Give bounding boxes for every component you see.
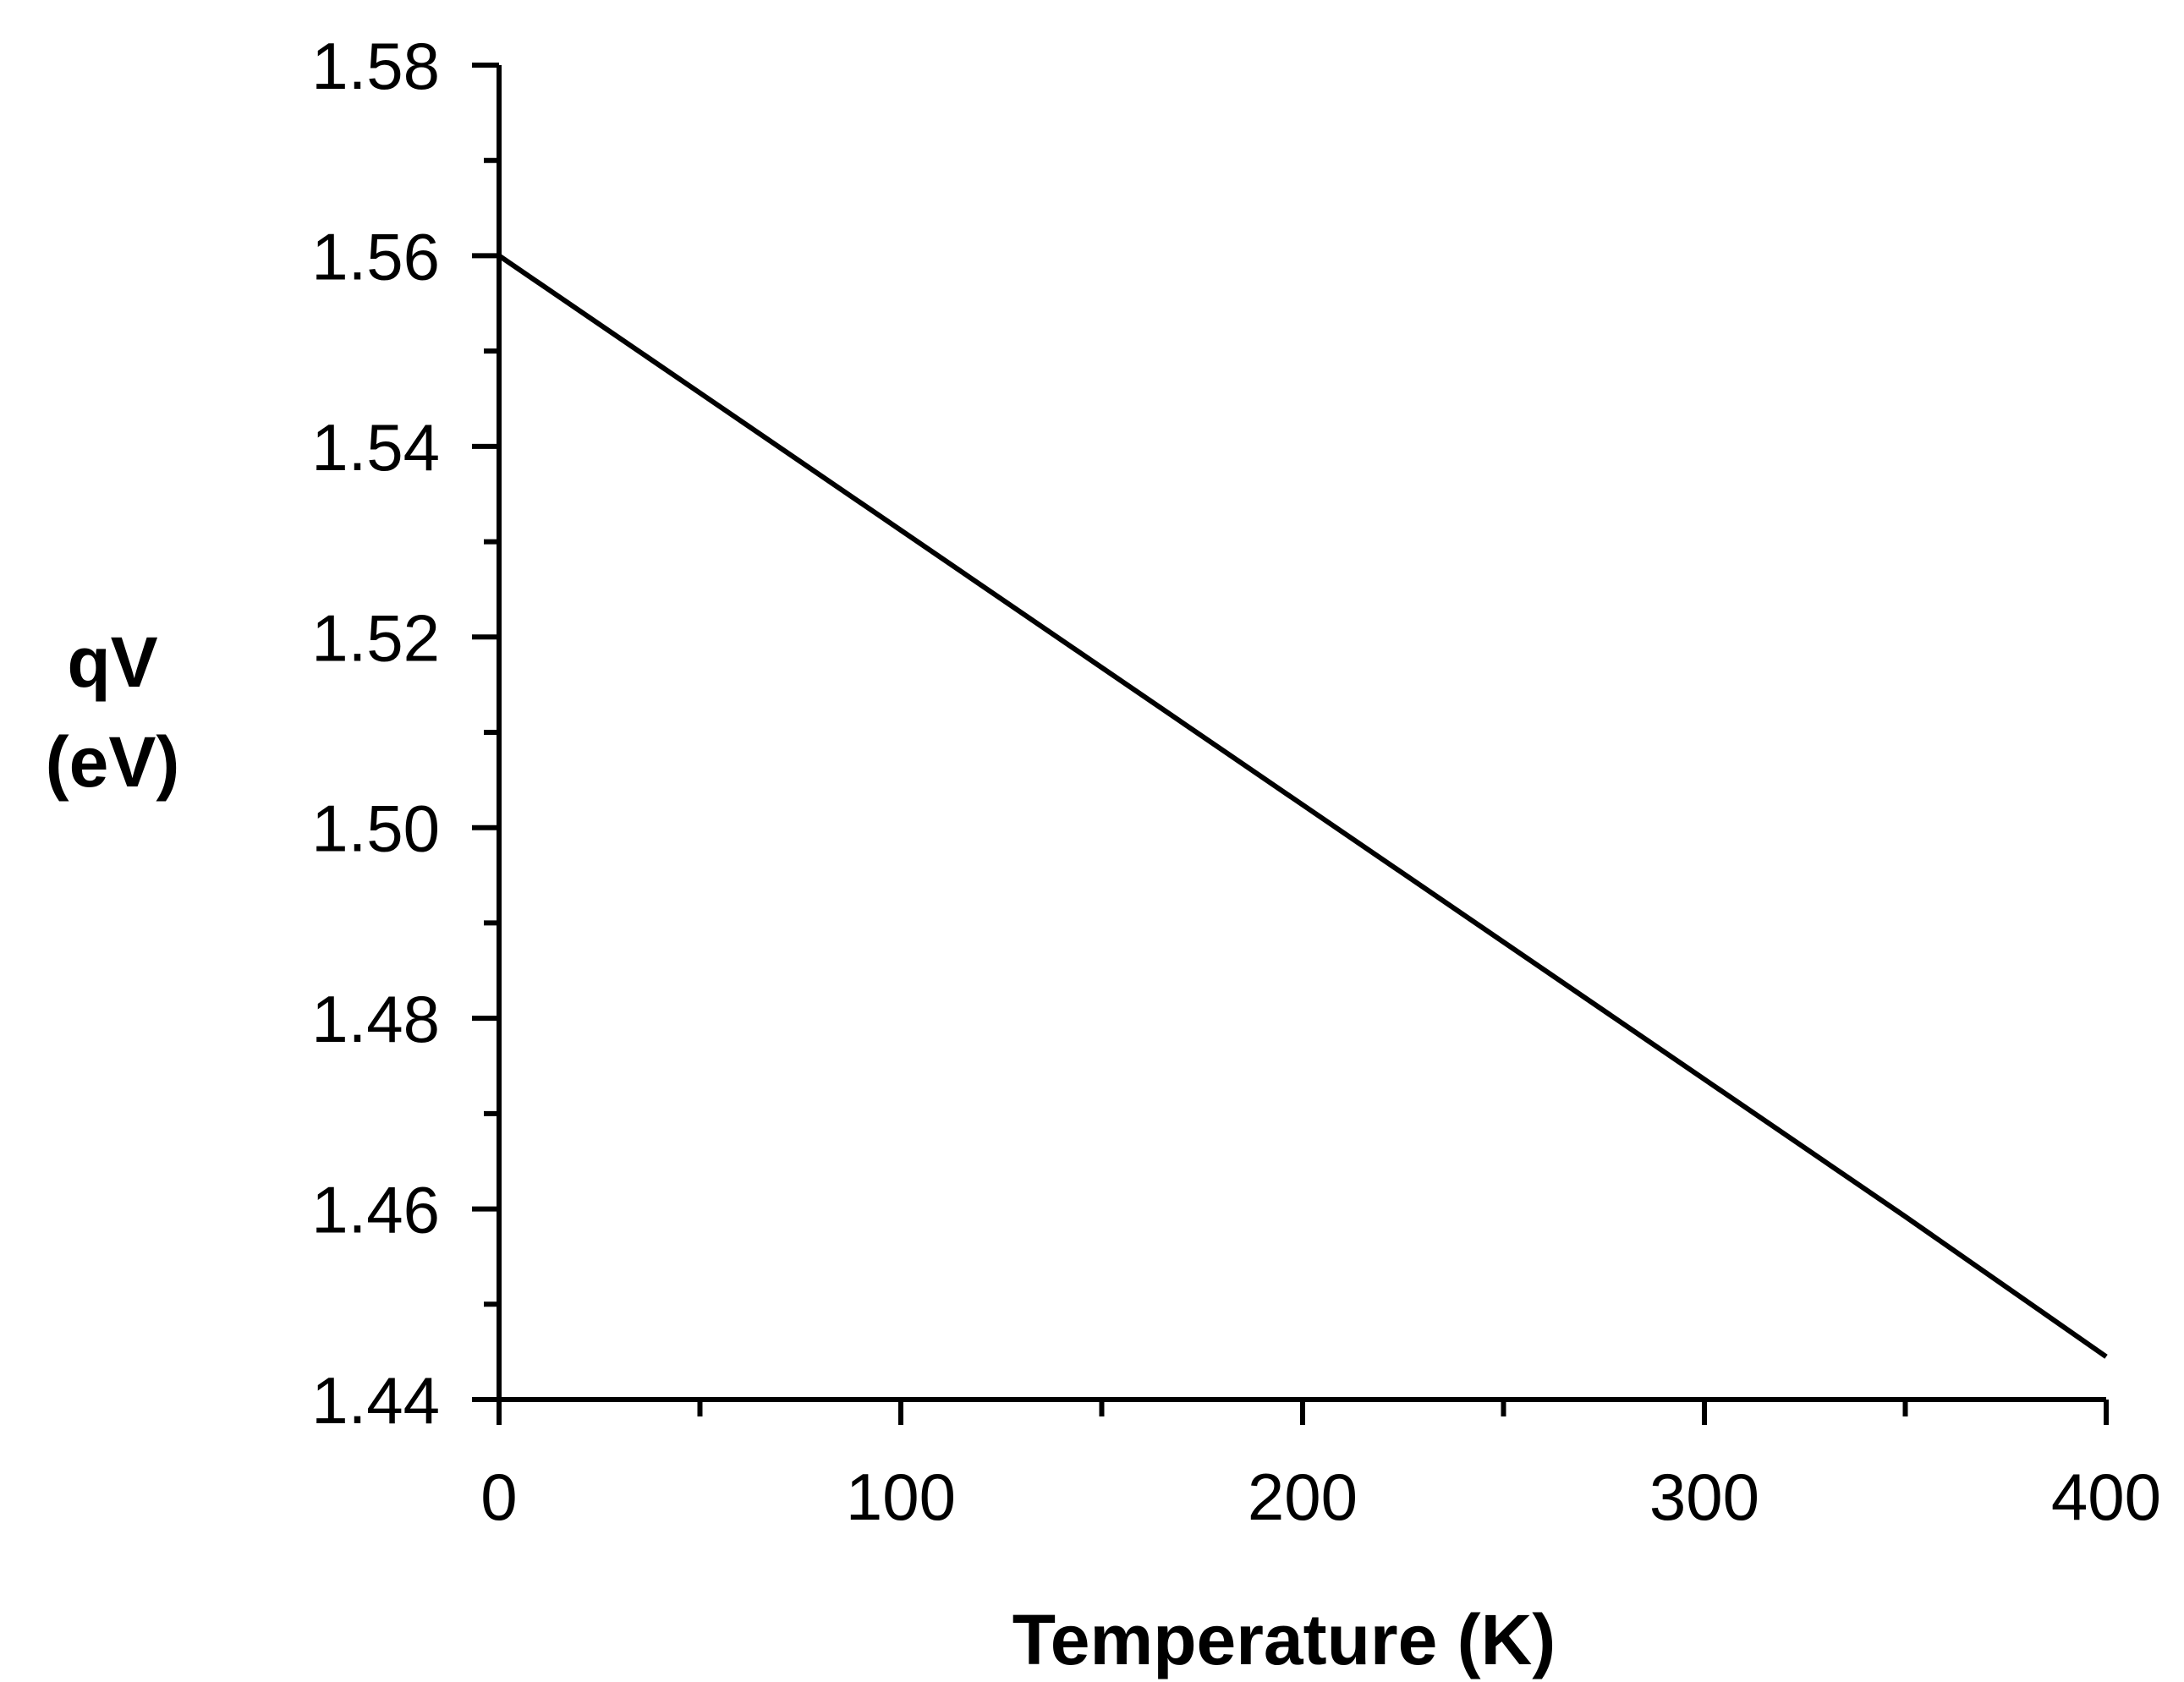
y-axis-title-line2: (eV) — [46, 722, 180, 802]
tick-labels: 1.44 1.46 1.48 1.50 1.52 1.54 1.56 1.58 0 100 200 3… — [311, 29, 2161, 1534]
y-tick-label: 1.56 — [311, 219, 440, 293]
y-tick-label: 1.46 — [311, 1173, 440, 1247]
x-tick-label: 300 — [1649, 1460, 1759, 1534]
x-tick-label: 100 — [846, 1460, 956, 1534]
y-tick-label: 1.44 — [311, 1363, 440, 1438]
y-tick-label: 1.58 — [311, 29, 440, 103]
series-line — [497, 253, 2108, 1359]
axes — [497, 65, 2106, 1402]
x-tick-label: 200 — [1248, 1460, 1358, 1534]
y-tick-label: 1.48 — [311, 982, 440, 1056]
y-tick-label: 1.52 — [311, 600, 440, 675]
y-tick-label: 1.54 — [311, 410, 440, 485]
y-axis-title-line1: qV — [67, 622, 157, 702]
x-tick-label: 400 — [2051, 1460, 2161, 1534]
y-tick-label: 1.50 — [311, 792, 440, 866]
x-tick-label: 0 — [480, 1460, 517, 1534]
x-axis-title: Temperature (K) — [1012, 1600, 1556, 1679]
ticks — [472, 63, 2109, 1425]
